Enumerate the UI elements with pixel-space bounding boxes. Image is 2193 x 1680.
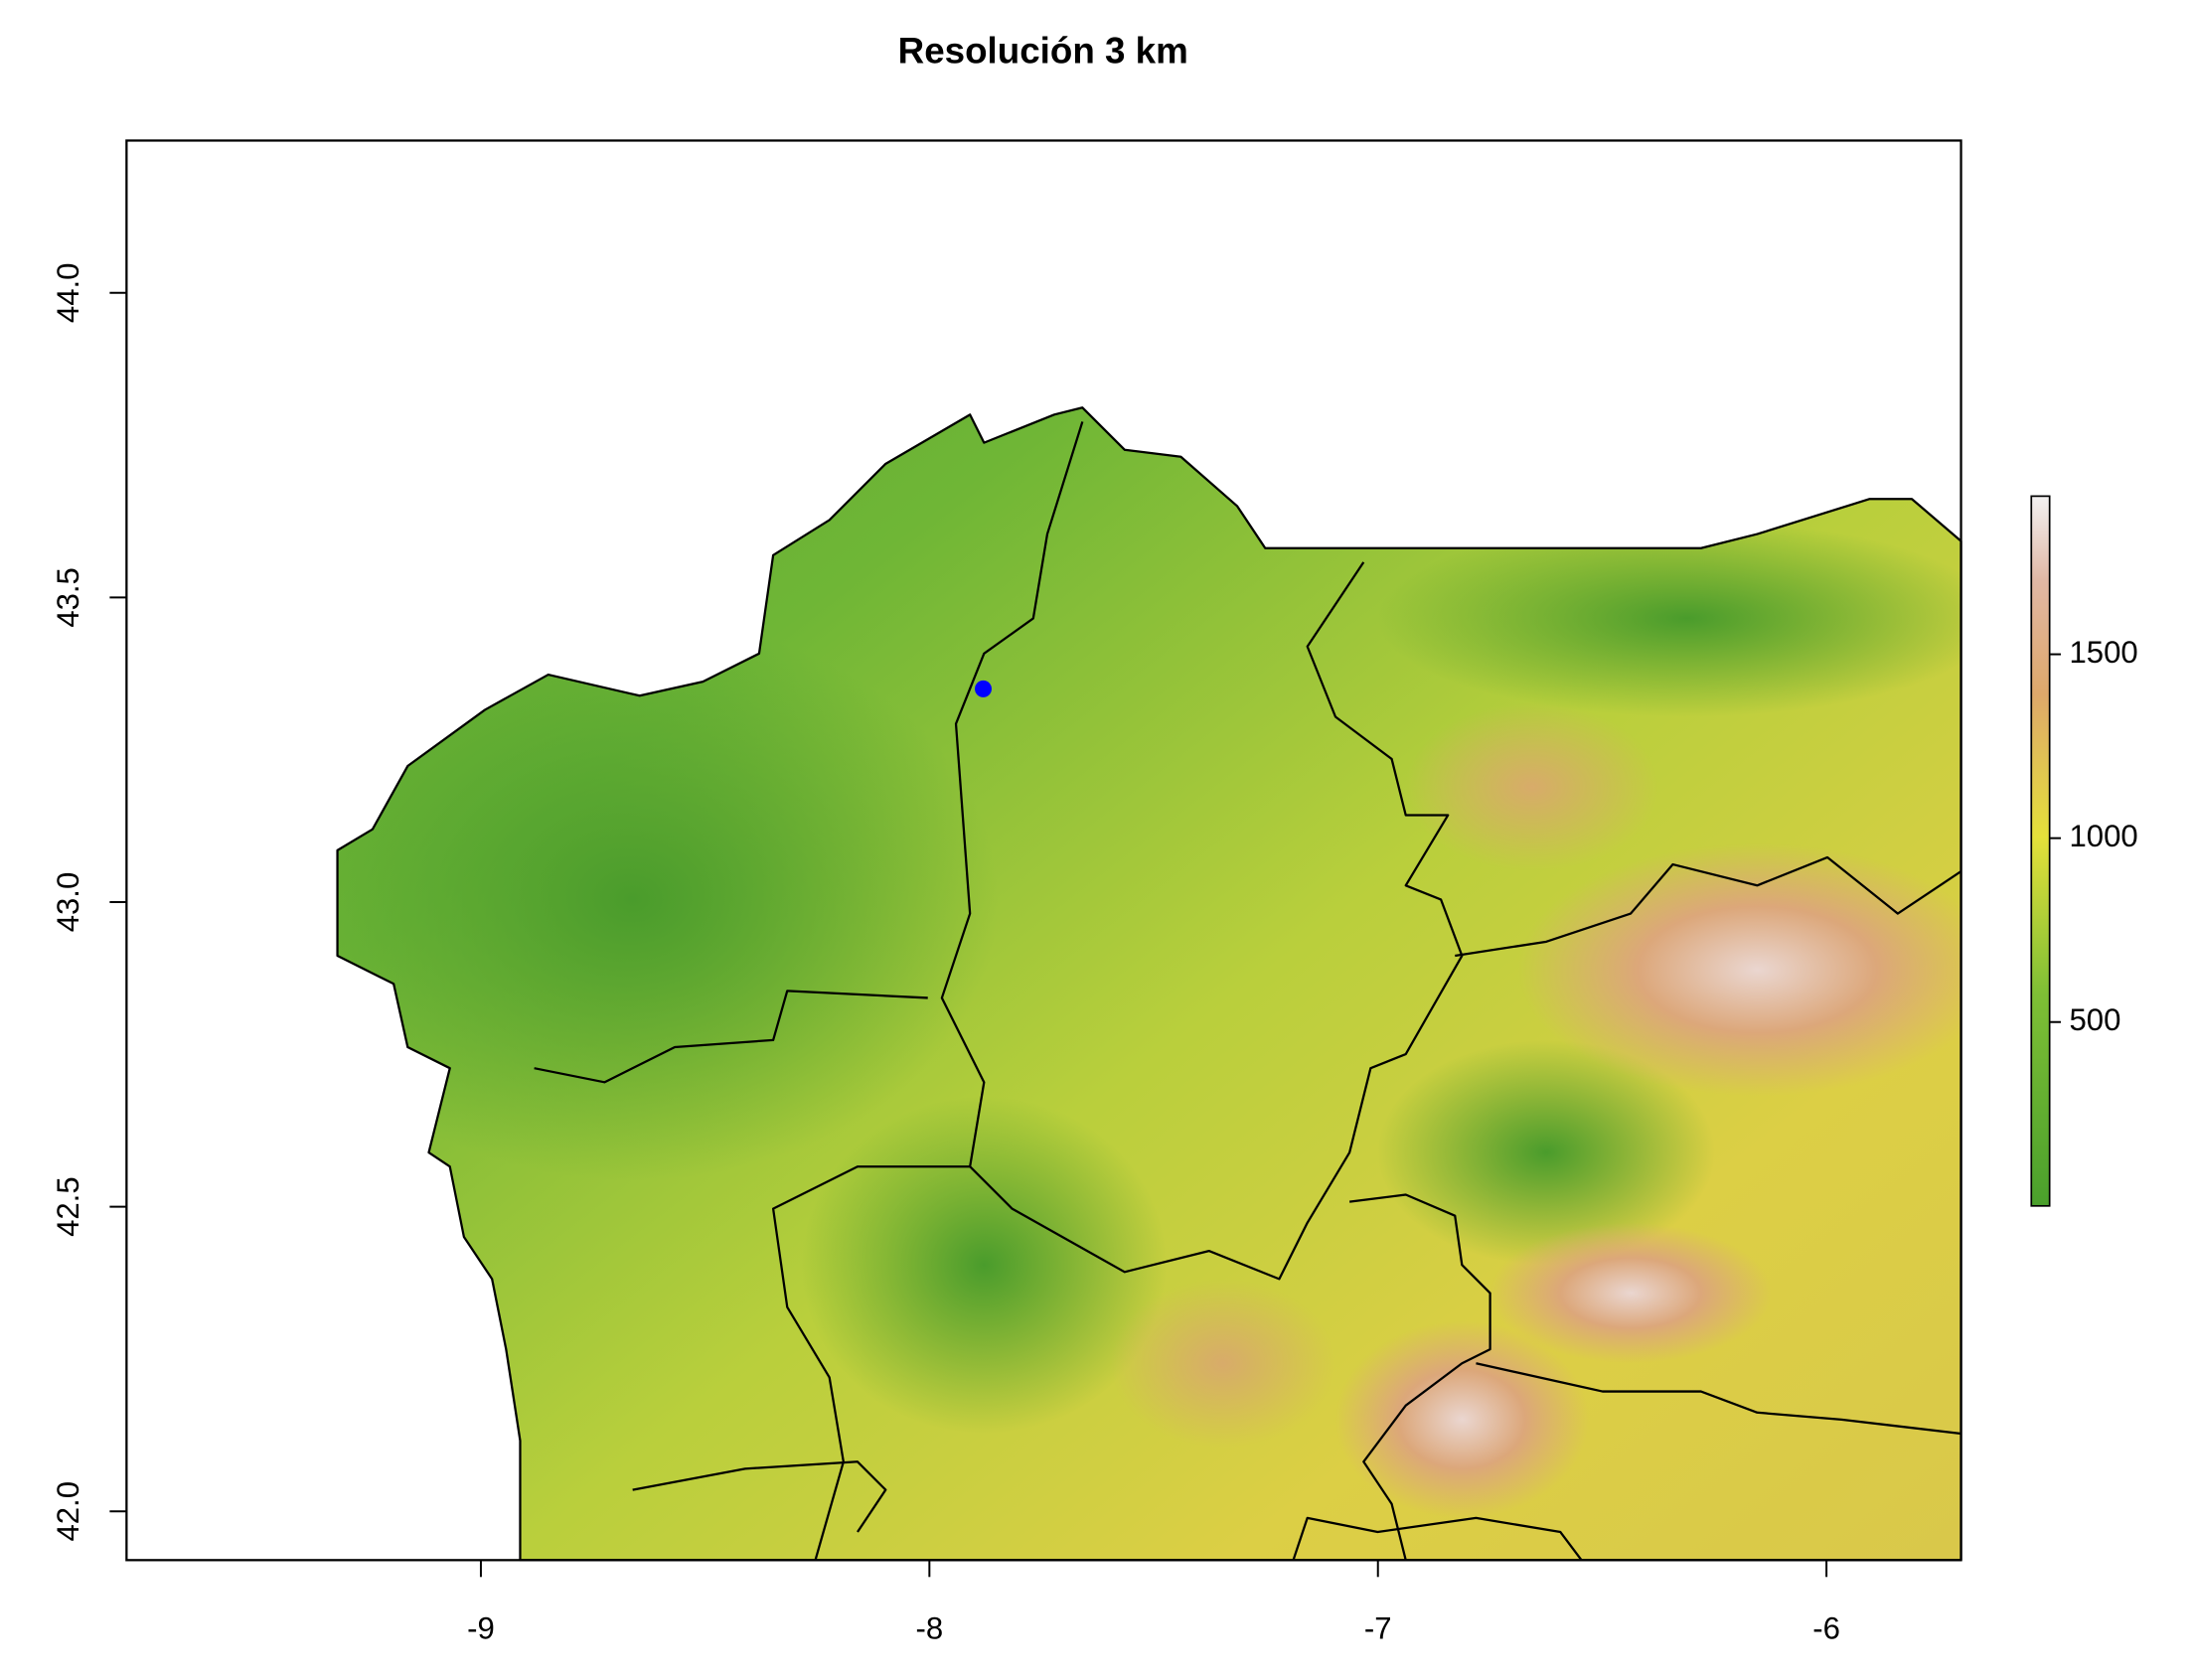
location-point <box>975 680 992 697</box>
x-tick-label: -7 <box>1364 1610 1392 1645</box>
elevation-raster <box>337 407 1961 1561</box>
x-tick-label: -6 <box>1812 1610 1840 1645</box>
admin-borders <box>336 406 1962 1562</box>
colorbar <box>2030 495 2051 1207</box>
y-tick-label: 43.0 <box>51 872 85 933</box>
plot-frame <box>125 139 1962 1562</box>
x-tick-label: -8 <box>916 1610 944 1645</box>
legend-tick-label: 1000 <box>2069 819 2137 853</box>
y-tick-label: 42.5 <box>51 1176 85 1237</box>
y-tick-label: 44.0 <box>51 263 85 324</box>
legend-tick-label: 1500 <box>2069 635 2137 670</box>
x-tick-label: -9 <box>467 1610 495 1645</box>
legend-tick-label: 500 <box>2069 1002 2120 1037</box>
y-tick-label: 43.5 <box>51 567 85 628</box>
y-tick-label: 42.0 <box>51 1481 85 1542</box>
map-title: Resolución 3 km <box>898 30 1188 71</box>
